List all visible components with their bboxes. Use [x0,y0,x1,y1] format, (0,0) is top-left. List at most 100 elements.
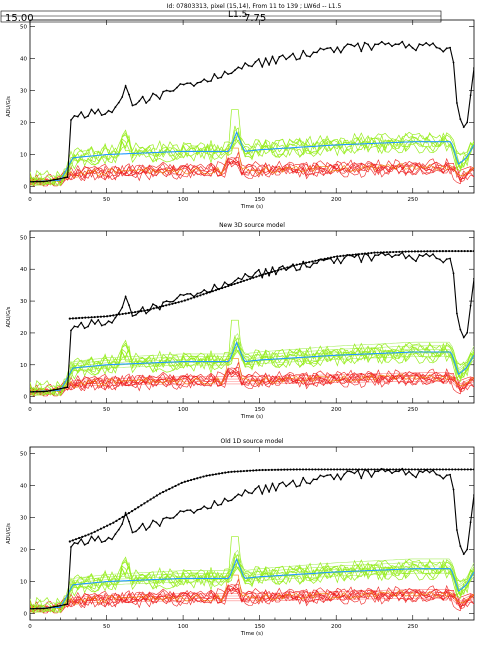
total-observed-marker [63,387,66,389]
total-observed-marker [415,49,417,52]
total-model-marker [189,478,193,482]
total-model-marker [140,310,143,313]
total-model-marker [193,478,196,481]
total-observed-marker [213,283,216,286]
total-model-marker [398,250,401,253]
total-observed-marker [397,43,400,46]
total-observed-marker [264,484,267,487]
total-model-marker [177,301,180,304]
total-observed-marker [30,607,31,610]
total-observed-marker [76,326,79,328]
total-observed-marker [234,496,236,499]
total-model-marker [370,468,373,471]
total-observed-marker [196,81,199,84]
y-tick-label: 10 [20,580,27,586]
total-model-marker [457,249,460,253]
total-model-marker [329,468,333,471]
total-model-marker [360,252,364,255]
total-model-marker [133,508,137,511]
total-model-marker [158,492,162,495]
total-observed-marker [322,259,325,262]
total-observed-marker [104,113,107,115]
total-model-marker [314,259,317,262]
total-observed-marker [360,261,363,263]
total-observed-marker [196,508,199,511]
orange-pixel-line [30,147,474,184]
total-model-marker [469,468,472,471]
plot-frame [29,446,475,621]
total-model-marker [441,468,445,471]
total-observed-marker [56,388,59,391]
green-model-line [69,333,474,370]
total-observed-marker [148,98,151,101]
total-model-marker [106,524,109,527]
total-model-marker [224,471,227,474]
total-observed-marker [360,477,363,480]
total-model-marker [395,250,398,254]
total-observed-marker [438,258,441,261]
green-pixel-line [30,562,474,613]
total-model-marker [68,317,71,320]
total-observed-marker [425,469,428,471]
total-observed-marker [193,85,195,87]
total-observed-marker [438,47,441,50]
total-model-marker [404,250,407,253]
total-observed-line [30,467,474,610]
total-model-marker [87,316,90,319]
total-observed-marker [411,473,414,476]
total-model-marker [236,281,239,284]
total-model-marker [258,274,261,277]
total-model-marker [367,468,370,471]
total-observed-marker [268,490,270,493]
total-observed-marker [49,179,52,182]
x-tick-label: 50 [103,624,110,630]
total-observed-marker [162,517,165,520]
total-observed-marker [206,80,209,83]
total-model-marker [444,468,448,471]
total-observed-marker [415,476,417,479]
total-model-marker [332,468,336,471]
total-model-marker [99,527,102,530]
total-observed-marker [261,65,264,68]
total-observed-marker [418,254,421,256]
total-model-marker [463,468,466,471]
red-pixel-line [30,151,474,183]
x-tick-label: 50 [103,197,110,203]
total-observed-marker [220,76,223,79]
total-model-marker [71,317,75,320]
total-observed-marker [32,180,35,183]
total-model-marker [388,251,392,254]
total-model-marker [332,255,336,259]
total-model-marker [205,474,208,477]
total-model-marker [460,468,463,471]
total-observed-marker [165,516,168,519]
total-observed-marker [384,470,387,473]
total-observed-marker [93,112,96,115]
total-observed-marker [234,69,236,72]
total-observed-marker [141,95,144,98]
total-observed-marker [70,119,72,121]
total-observed-marker [380,251,383,254]
total-observed-marker [138,310,141,313]
total-observed-marker [302,476,305,479]
total-model-marker [130,510,134,513]
x-tick-label: 250 [408,407,419,413]
total-observed-marker [49,389,52,392]
total-model-marker [283,468,286,471]
total-observed-marker [387,253,390,255]
total-model-marker [84,316,87,319]
green-pixel-line [30,139,474,186]
total-observed-marker [394,43,397,46]
total-observed-marker [124,512,127,514]
y-tick-label: 20 [20,331,27,337]
total-observed-marker [172,516,175,519]
total-observed-marker [131,315,134,317]
header-label-right: 7.75 [244,13,266,24]
total-model-marker [171,486,174,489]
red-pixel-line [30,157,474,186]
total-observed-marker [124,295,127,298]
total-observed-marker [462,126,465,129]
total-model-marker [211,473,214,476]
total-model-marker [230,470,233,473]
